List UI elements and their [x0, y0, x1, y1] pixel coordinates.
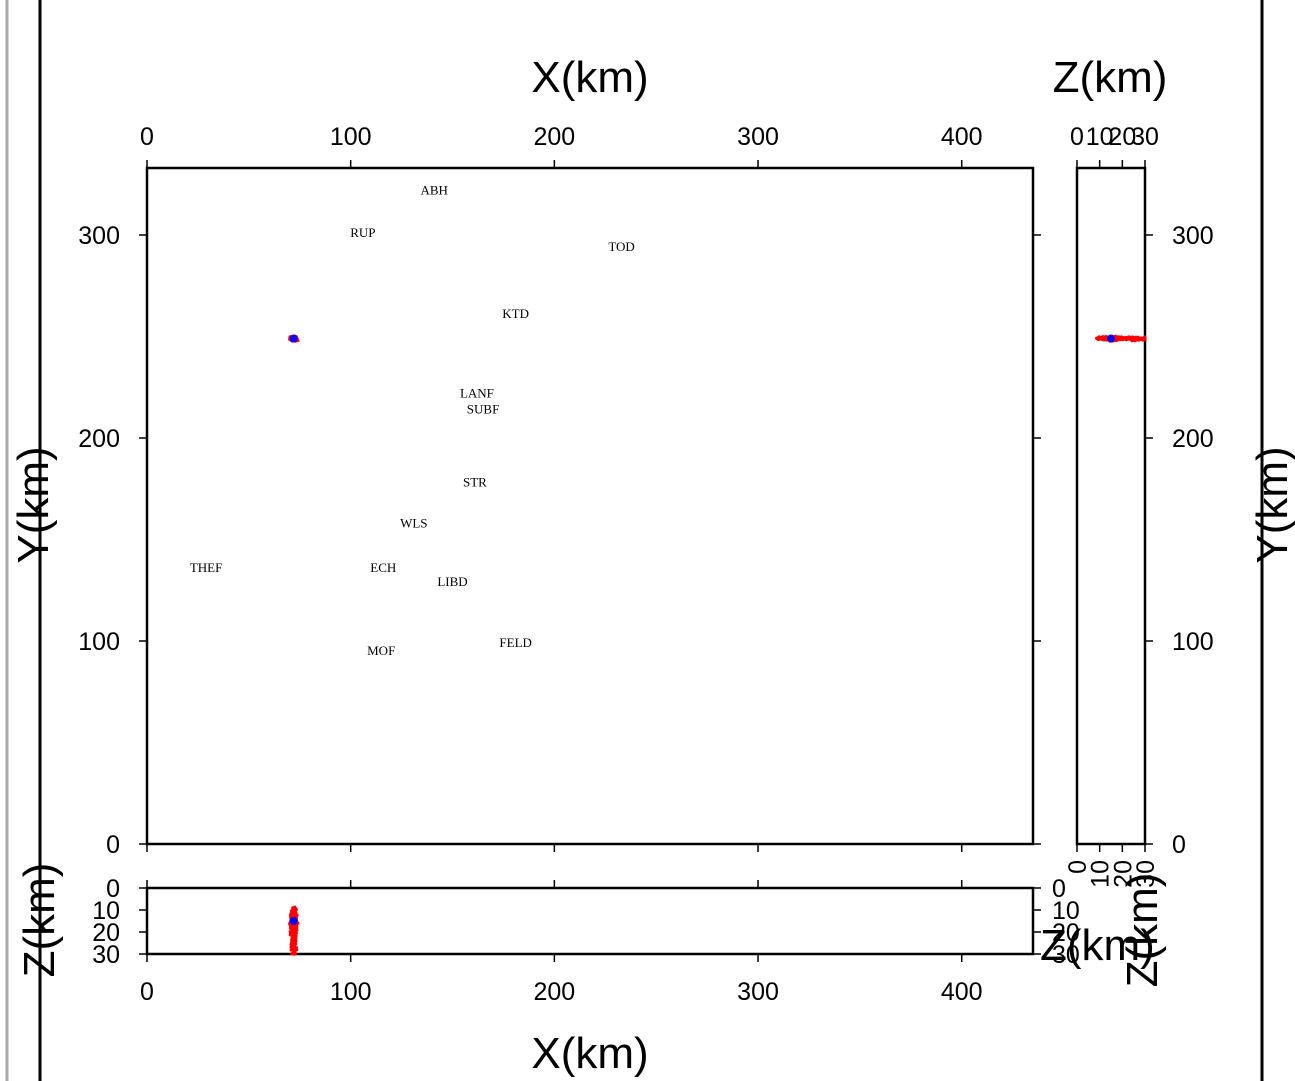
- station-label-thef: THEF: [190, 560, 223, 575]
- xz-bottom-xlabel: X(km): [531, 1029, 648, 1078]
- station-label-libd: LIBD: [437, 574, 467, 589]
- station-label-wls: WLS: [400, 515, 427, 530]
- xz-bottom-xtick-label: 100: [330, 978, 372, 1006]
- map-left-ytick-label: 300: [78, 222, 120, 250]
- yz-bottom-ztick-label: 20: [1109, 860, 1137, 888]
- yz-hypocenter-marker: [1107, 334, 1115, 343]
- xz-left-zlabel: Z(km): [15, 863, 64, 978]
- station-label-rup: RUP: [350, 225, 375, 240]
- yz-scatter-cloud: [1095, 334, 1147, 343]
- xz-bottom-xtick-label: 200: [533, 978, 575, 1006]
- station-label-str: STR: [463, 475, 487, 490]
- yz-scatter-point: [1143, 336, 1147, 340]
- map-hypocenter-marker: [289, 334, 298, 343]
- yz-right-ytick-label: 100: [1172, 628, 1214, 656]
- xz-scatter-point: [290, 940, 295, 945]
- xz-scatter-point: [290, 952, 294, 956]
- map-left-ytick-label: 200: [78, 425, 120, 453]
- xz-scatter-point: [290, 914, 295, 918]
- station-label-tod: TOD: [608, 239, 634, 254]
- xz-scatter-point: [294, 939, 298, 943]
- map-top-xtick-label: 300: [737, 123, 779, 151]
- station-label-lanf: LANF: [460, 385, 494, 400]
- yz-top-ztick-label: 0: [1070, 123, 1084, 151]
- yz-scatter-point: [1121, 335, 1125, 340]
- yz-bottom-ztick-label: 10: [1087, 860, 1115, 888]
- station-label-subf: SUBF: [467, 402, 500, 417]
- xz-scatter-point: [294, 914, 298, 918]
- map-left-ytick-label: 0: [106, 831, 120, 859]
- xz-right-ztick-label: 10: [1052, 897, 1080, 925]
- xz-scatter-point: [292, 924, 296, 929]
- xz-scatter-point: [292, 948, 296, 952]
- xz-left-ztick-label: 10: [92, 897, 120, 925]
- map-top-xtick-label: 400: [941, 123, 983, 151]
- xz-scatter-point: [292, 934, 296, 938]
- yz-top-ztick-label: 20: [1108, 123, 1136, 151]
- map-panel-frame: [145, 166, 1035, 846]
- xz-scatter-point: [291, 908, 295, 912]
- xz-panel-frame: [145, 886, 1035, 956]
- xz-scatter-point: [295, 948, 299, 952]
- xz-left-ztick-label: 20: [92, 919, 120, 947]
- station-label-abh: ABH: [420, 182, 447, 197]
- xz-scatter-point: [291, 911, 295, 915]
- yz-scatter-point: [1096, 337, 1101, 342]
- xz-left-ztick-label: 0: [106, 875, 120, 903]
- yz-top-ztick-label: 30: [1131, 123, 1159, 151]
- yz-scatter-point: [1124, 337, 1129, 342]
- xz-scatter-point: [288, 931, 293, 935]
- station-labels: ABH RUP TOD KTD LANF SUBF STR WLS THEF ECH LIBD FEL…: [190, 182, 635, 658]
- xz-bottom-xtick-label: 300: [737, 978, 779, 1006]
- yz-scatter-point: [1135, 336, 1139, 340]
- station-label-feld: FELD: [499, 635, 532, 650]
- station-label-ech: ECH: [370, 560, 396, 575]
- map-left-ylabel: Y(km): [9, 446, 58, 563]
- map-top-xlabel: X(km): [531, 53, 648, 102]
- map-right-ylabel: Y(km): [1248, 446, 1295, 563]
- corner-zlabel: Z(km): [1118, 873, 1167, 988]
- xz-hypocenter-marker: [289, 917, 298, 925]
- xz-scatter-cloud: [288, 905, 300, 956]
- yz-top-label: Z(km): [1053, 53, 1168, 102]
- yz-scatter-point: [1115, 336, 1119, 340]
- xz-right-ztick-label: 30: [1052, 941, 1080, 969]
- xz-bottom-xtick-label: 400: [941, 978, 983, 1006]
- xz-scatter-point: [291, 944, 295, 948]
- map-top-xtick-label: 0: [140, 123, 154, 151]
- xz-right-ztick-label: 20: [1052, 919, 1080, 947]
- station-label-ktd: KTD: [502, 306, 529, 321]
- yz-scatter-point: [1104, 338, 1108, 342]
- xz-scatter-point: [294, 907, 298, 911]
- xz-left-ztick-label: 30: [92, 941, 120, 969]
- xz-right-ztick-label: 0: [1052, 875, 1066, 903]
- yz-right-ytick-label: 200: [1172, 425, 1214, 453]
- station-label-mof: MOF: [367, 643, 395, 658]
- map-top-xtick-label: 100: [330, 123, 372, 151]
- yz-top-ztick-label: 10: [1086, 123, 1114, 151]
- xz-right-zlabel: Z(km): [1040, 921, 1155, 970]
- yz-right-ytick-label: 300: [1172, 222, 1214, 250]
- yz-panel-frame: [1075, 166, 1147, 846]
- yz-bottom-ztick-label: 30: [1132, 860, 1160, 888]
- yz-scatter-point: [1131, 335, 1135, 339]
- map-left-ytick-label: 100: [78, 628, 120, 656]
- xz-bottom-xtick-label: 0: [140, 978, 154, 1006]
- map-scatter-cloud: [288, 334, 300, 343]
- map-top-xtick-label: 200: [533, 123, 575, 151]
- yz-right-ytick-label: 0: [1172, 831, 1186, 859]
- yz-bottom-ztick-label: 0: [1064, 860, 1092, 874]
- yz-scatter-point: [1138, 336, 1143, 340]
- yz-scatter-point: [1097, 335, 1101, 339]
